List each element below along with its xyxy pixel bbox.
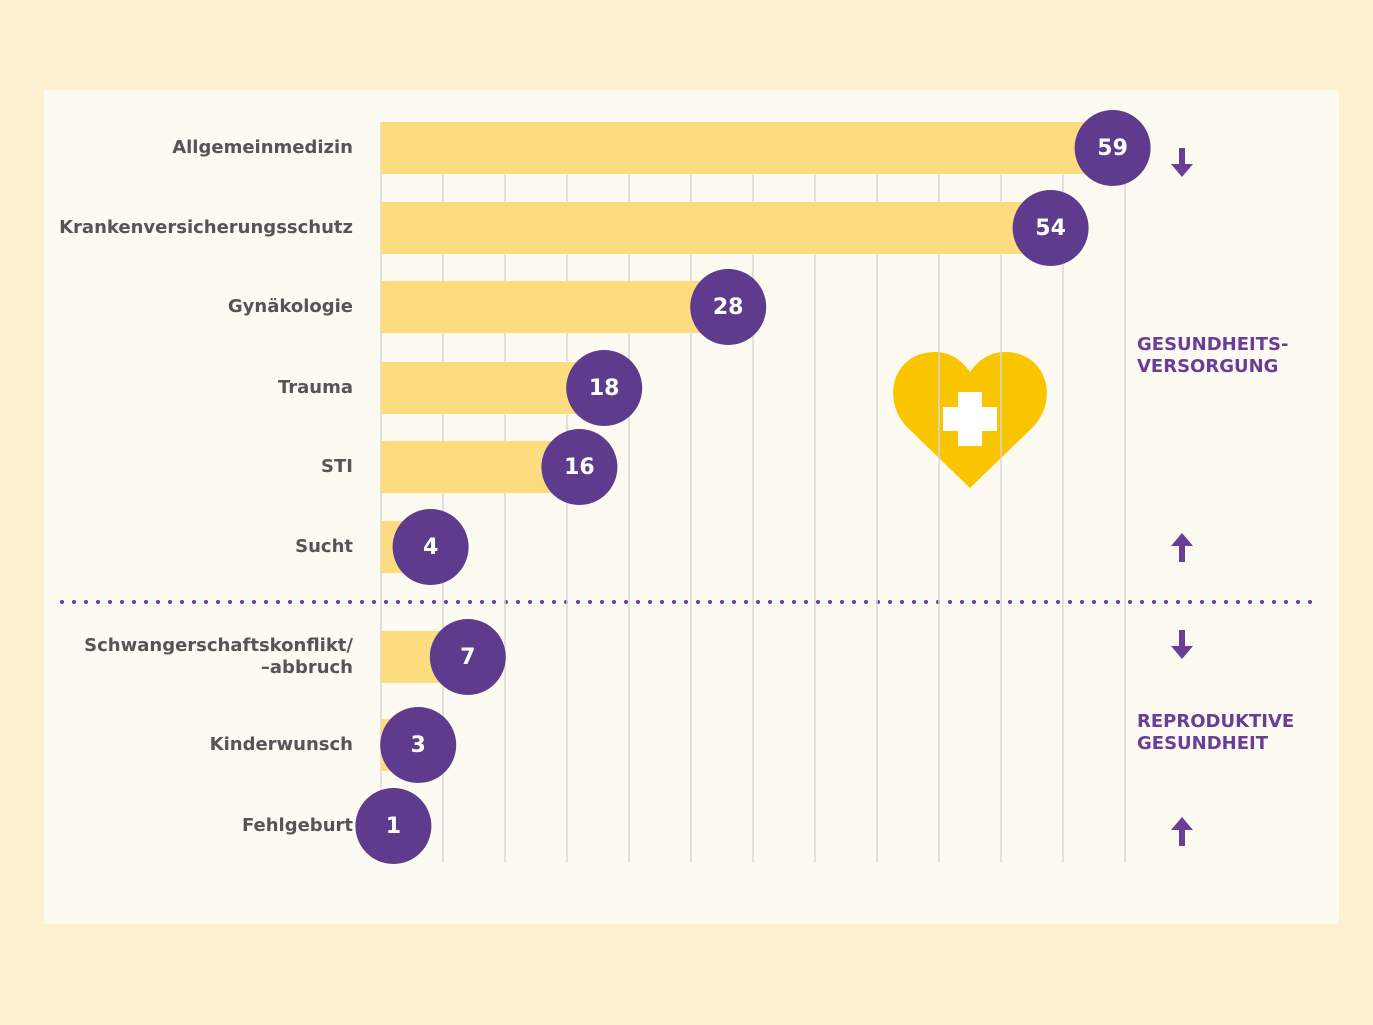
group-label: GESUNDHEITS-VERSORGUNG xyxy=(1137,334,1288,377)
bar xyxy=(381,122,1113,174)
value-label: 3 xyxy=(411,733,426,758)
group-label: REPRODUKTIVE GESUNDHEIT xyxy=(1137,711,1294,754)
category-label: STI xyxy=(321,456,353,477)
bar xyxy=(381,281,729,333)
category-label: Allgemeinmedizin xyxy=(172,137,353,158)
heart-icon xyxy=(893,352,1047,488)
value-label: 1 xyxy=(386,814,401,839)
value-label: 7 xyxy=(460,645,475,670)
value-bubble xyxy=(541,429,618,505)
category-label: Fehlgeburt xyxy=(242,815,353,836)
value-label: 59 xyxy=(1097,136,1128,161)
category-label: Gynäkologie xyxy=(228,296,353,317)
value-label: 16 xyxy=(564,455,595,480)
value-bubble xyxy=(355,788,432,864)
category-label: Sucht xyxy=(295,536,353,557)
value-label: 4 xyxy=(423,535,438,560)
value-bubble xyxy=(429,619,506,695)
category-label: Krankenversicherungsschutz xyxy=(59,217,353,238)
value-bubble xyxy=(690,269,767,345)
value-label: 18 xyxy=(589,376,620,401)
category-label: Schwangerschaftskonflikt/–abbruch xyxy=(84,635,353,678)
value-bubble xyxy=(1074,110,1151,186)
value-bubble xyxy=(566,350,643,426)
arrows xyxy=(1171,148,1193,846)
value-label: 54 xyxy=(1035,216,1066,241)
value-label: 28 xyxy=(713,295,744,320)
category-label: Trauma xyxy=(278,377,353,398)
bar xyxy=(381,202,1051,254)
value-bubble xyxy=(380,707,457,783)
value-bubble xyxy=(392,509,469,585)
value-bubble xyxy=(1012,190,1089,266)
category-label: Kinderwunsch xyxy=(210,734,353,755)
